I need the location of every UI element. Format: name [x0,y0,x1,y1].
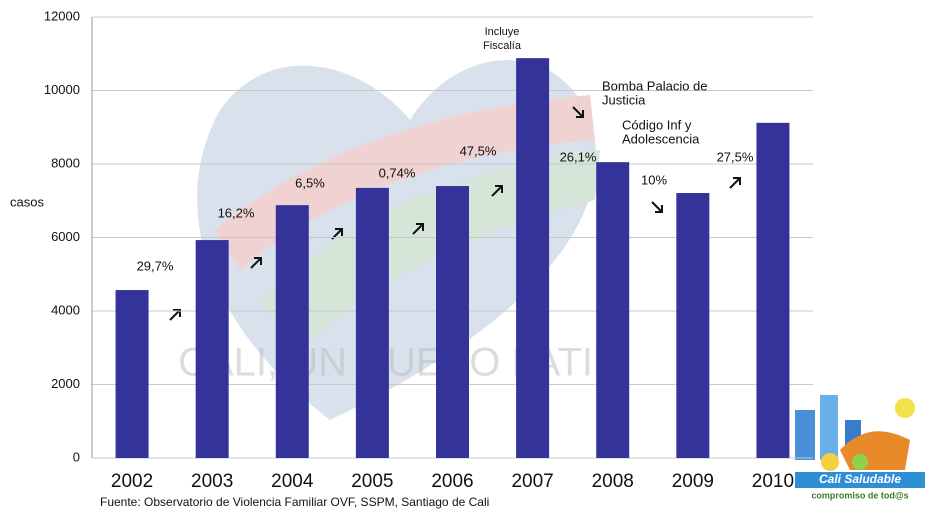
logo-subtitle: compromiso de tod@s [811,490,908,500]
annotation: 16,2% [218,205,255,220]
annotation: Código Inf y [622,117,692,132]
arrows [169,106,741,321]
x-tick-label: 2004 [271,471,314,492]
x-tick-label: 2006 [431,471,473,492]
bar [355,187,389,458]
annotation: 0,74% [379,165,416,180]
annotation: 6,5% [295,175,325,190]
bar [195,240,229,458]
logo: Cali Saludable compromiso de tod@s [795,395,925,500]
annotation: 27,5% [717,149,754,164]
y-tick-label: 2000 [51,376,80,391]
x-tick-label: 2003 [191,471,233,492]
source: Fuente: Observatorio de Violencia Famili… [100,495,489,509]
y-tick-label: 8000 [51,155,80,170]
bar [516,58,550,458]
annotation: 29,7% [137,258,174,273]
x-tick-label: 2005 [351,471,393,492]
x-tick-label: 2008 [592,471,634,492]
annotation: 47,5% [460,143,497,158]
bar [596,162,630,458]
y-tick-label: 6000 [51,229,80,244]
x-tick-label: 2002 [111,471,153,492]
y-tick-label: 10000 [44,82,80,97]
annotation: Incluye [485,26,520,38]
y-tick-label: 0 [73,449,80,464]
annotation: Bomba Palacio de [602,78,708,93]
x-tick-label: 2010 [752,471,794,492]
x-tick-label: 2007 [511,471,553,492]
bar [275,205,309,458]
bar [436,186,469,459]
annotation: Adolescencia [622,131,700,146]
watermark-text: CALI, UN NUEVO LATIR [178,341,622,385]
annotation: Justicia [602,92,646,107]
x-tick-label: 2009 [672,471,714,492]
annotation: 26,1% [560,149,597,164]
bar [115,290,149,458]
y-tick-label: 4000 [51,302,80,317]
annotation: 10% [641,172,667,187]
bar [676,193,710,458]
y-axis-label: casos [10,194,44,209]
logo-title: Cali Saludable [819,472,901,486]
annotation: Fiscalía [483,40,522,52]
bar [756,122,790,458]
y-tick-label: 12000 [44,8,80,23]
